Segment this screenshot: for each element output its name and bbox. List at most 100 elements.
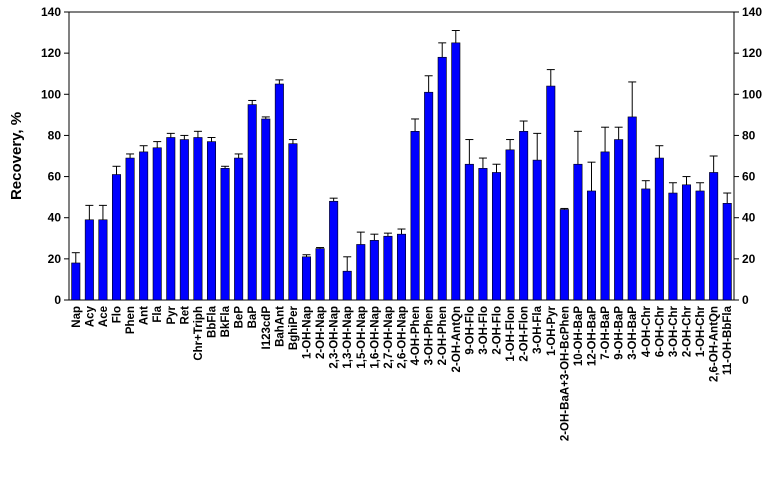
bar [261, 118, 271, 301]
y-tick-label-left: 60 [48, 170, 62, 184]
y-tick-label-left: 40 [48, 211, 62, 225]
category-label: BghiPer [288, 305, 300, 350]
axes-group: 0 0 20 20 40 40 60 60 80 80 100 100 120 120 140 140 [41, 5, 762, 307]
bar [478, 168, 488, 301]
bar [315, 248, 325, 301]
bar [437, 56, 447, 301]
bar [84, 219, 94, 301]
category-label: 6-OH-Chr [654, 305, 666, 357]
bar [139, 151, 149, 301]
bar [654, 157, 664, 301]
y-tick-label-left: 20 [48, 252, 62, 266]
bar [709, 172, 719, 301]
category-label: Pyr [166, 305, 178, 324]
category-label: 1-OH-Nap [302, 306, 314, 359]
category-label: BahAnt [274, 306, 286, 347]
category-label: 3-OH-Chr [668, 305, 680, 357]
category-label: 2,6-OH-AntQn [709, 306, 721, 382]
category-label: 1,6-OH-Nap [369, 306, 381, 369]
category-label: 2-OH-Chr [682, 305, 694, 357]
bar [301, 256, 312, 301]
bar [600, 151, 610, 301]
category-label: 10-OH-BaP [573, 306, 585, 366]
bar [424, 91, 434, 301]
bar [288, 143, 298, 301]
category-label: BaP [247, 306, 259, 329]
category-label: 2-OH-BaA+3-OH-BcPhen [559, 306, 571, 441]
category-label: 2-OH-Phen [437, 306, 449, 365]
bar [206, 141, 217, 301]
bar [166, 137, 176, 301]
bar [641, 188, 651, 301]
bar [451, 42, 461, 301]
category-label: 4-OH-Phen [410, 306, 422, 365]
y-tick-label-right: 0 [742, 293, 749, 307]
bar [274, 83, 284, 301]
bar [356, 244, 366, 301]
bar [179, 139, 189, 301]
bar [573, 163, 583, 301]
category-label: 1-OH-Pyr [546, 305, 558, 355]
bar [559, 209, 569, 301]
bar [193, 137, 203, 301]
y-tick-label-right: 60 [742, 170, 756, 184]
bar [464, 163, 474, 301]
category-label: 1-OH-Flon [505, 306, 517, 362]
category-label: Phen [125, 306, 137, 334]
bar [98, 219, 108, 301]
y-tick-label-right: 20 [742, 252, 756, 266]
category-label: Nap [71, 306, 83, 328]
bar [234, 157, 244, 301]
y-tick-label-left: 80 [48, 128, 62, 142]
category-label: BbFla [207, 305, 219, 338]
category-label: 2-OH-AntQn [451, 306, 463, 372]
bar [342, 270, 352, 301]
bar [614, 139, 624, 301]
bar [546, 85, 556, 301]
y-tick-label-right: 100 [742, 87, 762, 101]
y-tick-label-right: 120 [742, 46, 762, 60]
bar [722, 203, 732, 301]
category-label: 9-OH-Flo [464, 306, 476, 355]
category-label: Chr+Triph [193, 306, 205, 361]
category-label: Ace [98, 306, 110, 327]
category-label: 1,5-OH-Nap [356, 306, 368, 369]
category-label: Ant [139, 306, 151, 325]
category-label: Ret [179, 306, 191, 325]
category-label: 2-OH-Flo [492, 306, 504, 355]
bar [586, 190, 597, 301]
bar [505, 149, 515, 301]
error-bars-group [71, 30, 732, 272]
category-label: BeP [234, 306, 246, 329]
bar [329, 200, 339, 301]
category-labels-group: Nap Acy Ace Flo Phen Ant Fla Pyr Ret Chr+Triph BbF… [71, 305, 734, 441]
category-label: 2-OH-Nap [315, 306, 327, 359]
y-tick-label-left: 140 [41, 5, 61, 19]
bar [71, 262, 81, 301]
y-tick-label-right: 80 [742, 128, 756, 142]
bar [410, 131, 420, 301]
y-tick-label-left: 100 [41, 87, 61, 101]
category-label: 3-OH-Fla [532, 305, 544, 354]
category-label: 1,3-OH-Nap [342, 306, 354, 369]
y-axis-title: Recovery, % [8, 112, 25, 200]
bar [111, 174, 122, 301]
bar [695, 190, 705, 301]
bar [247, 104, 257, 301]
category-label: I123cdP [261, 306, 273, 350]
y-tick-label-right: 40 [742, 211, 756, 225]
bar [152, 147, 162, 301]
category-label: 7-OH-BaP [600, 306, 612, 360]
category-label: 2-OH-Flon [519, 306, 531, 362]
category-label: Flo [112, 306, 124, 323]
category-label: 2,6-OH-Nap [397, 306, 409, 369]
category-label: BkFla [220, 305, 232, 337]
y-tick-label-right: 140 [742, 5, 762, 19]
category-label: 4-OH-Chr [641, 305, 653, 357]
y-tick-label-left: 0 [54, 293, 61, 307]
category-label: 2,7-OH-Nap [383, 306, 395, 369]
bar [220, 168, 230, 301]
category-label: 2,3-OH-Nap [329, 306, 341, 369]
